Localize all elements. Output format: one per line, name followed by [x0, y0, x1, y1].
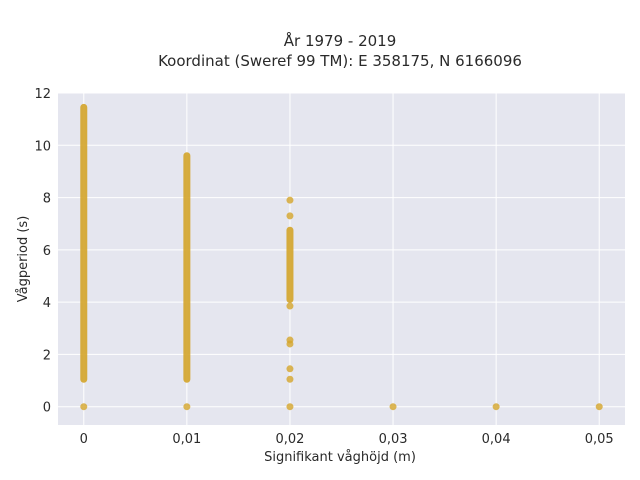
y-tick-label: 10 — [34, 139, 51, 154]
x-tick-label: 0,02 — [275, 432, 304, 447]
y-axis-label: Vågperiod (s) — [16, 216, 31, 303]
data-point — [492, 403, 500, 411]
y-tick-label: 4 — [43, 296, 51, 311]
y-tick-label: 0 — [43, 401, 51, 416]
data-point — [80, 403, 88, 411]
y-tick-label: 6 — [43, 244, 51, 259]
data-point — [286, 403, 294, 411]
data-point — [286, 196, 294, 204]
x-tick-label: 0 — [80, 432, 88, 447]
data-point — [286, 340, 294, 348]
x-tick-label: 0,01 — [172, 432, 201, 447]
y-tick-label: 12 — [34, 87, 51, 102]
data-point — [286, 375, 294, 383]
data-points — [80, 103, 603, 411]
x-tick-label: 0,04 — [482, 432, 511, 447]
y-tick-label: 8 — [43, 192, 51, 207]
data-point — [595, 403, 603, 411]
x-tick-label: 0,05 — [585, 432, 614, 447]
y-tick-label: 2 — [43, 348, 51, 363]
data-point — [183, 403, 191, 411]
chart-title-line1: År 1979 - 2019 — [284, 31, 397, 50]
plot-area — [58, 93, 625, 425]
tick-labels: 0 0,01 0,02 0,03 0,04 0,05 0 2 4 6 8 10 12 — [34, 87, 613, 447]
x-axis-label: Signifikant våghöjd (m) — [264, 450, 416, 465]
chart-title-line2: Koordinat (Sweref 99 TM): E 358175, N 61… — [158, 52, 522, 70]
data-point — [286, 212, 294, 220]
data-point — [286, 302, 294, 310]
data-point — [286, 365, 294, 373]
x-tick-label: 0,03 — [379, 432, 408, 447]
data-point — [389, 403, 397, 411]
